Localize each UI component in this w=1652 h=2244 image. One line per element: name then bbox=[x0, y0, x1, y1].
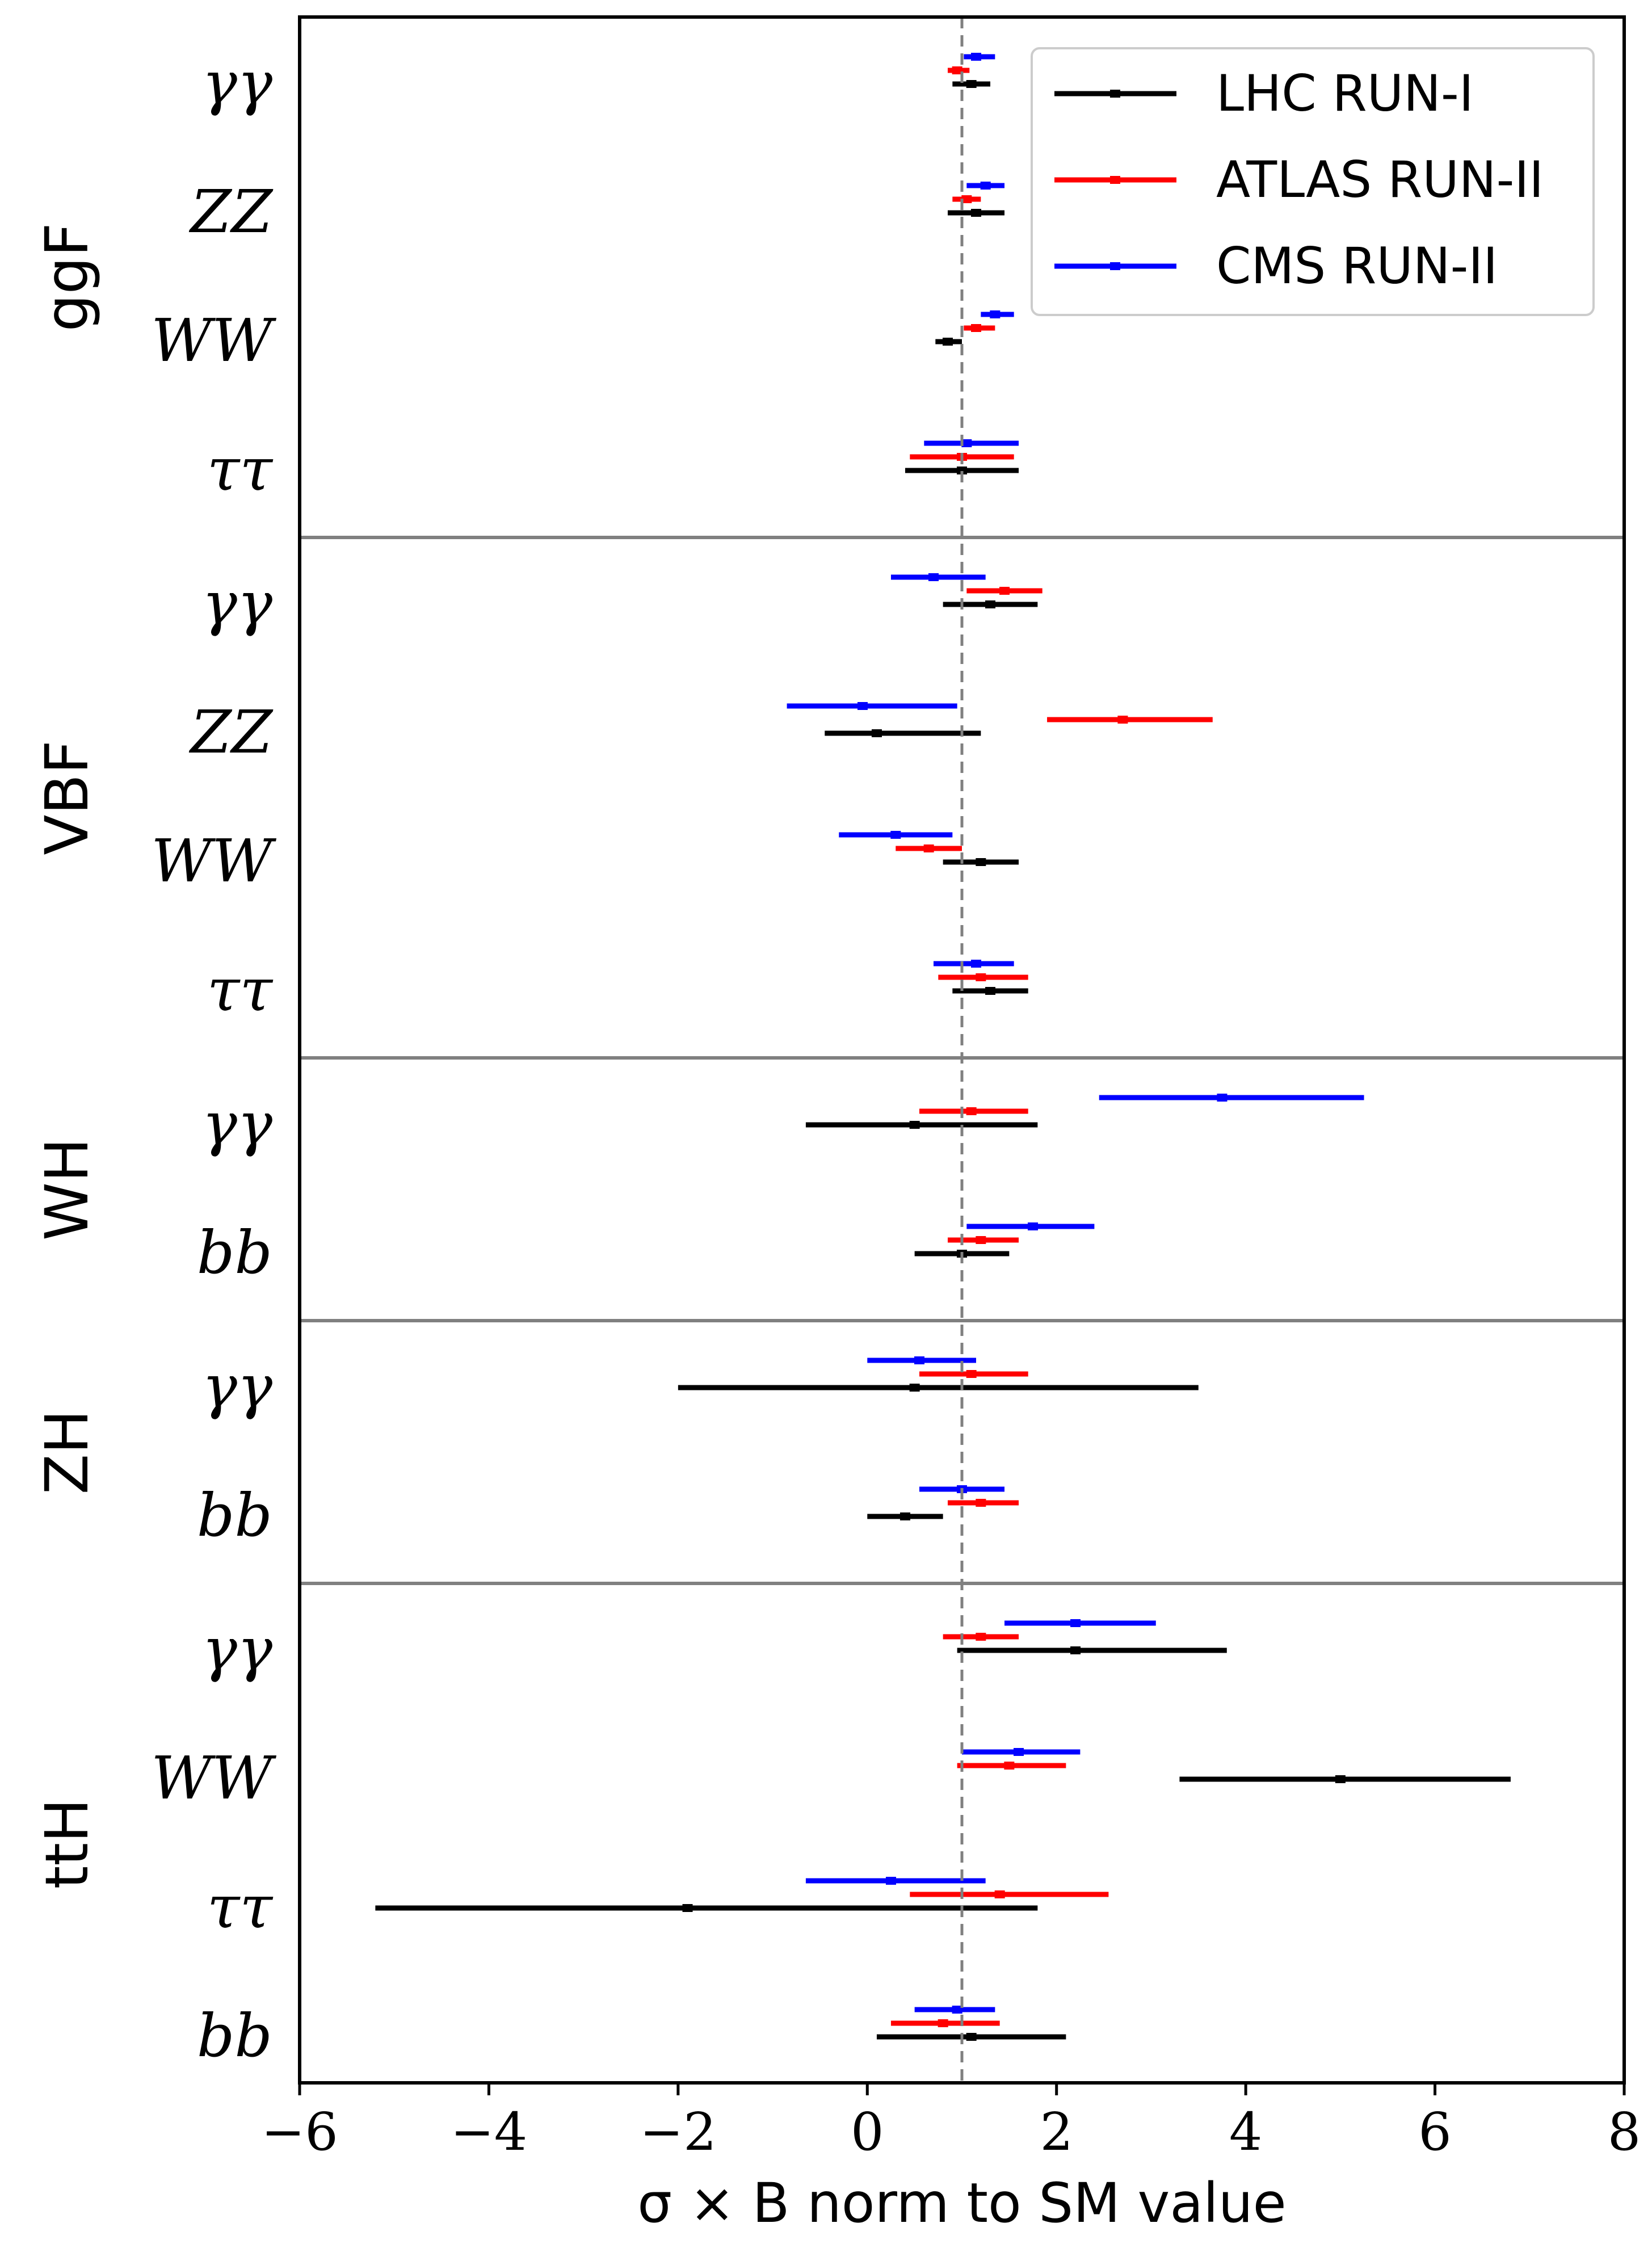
center-marker-tth-0-atlas-run-ii bbox=[976, 1633, 986, 1641]
center-marker-vbf-2-atlas-run-ii bbox=[923, 844, 934, 852]
channel-label-wh-0: γγ bbox=[202, 1089, 273, 1158]
channel-label-ggf-3: ττ bbox=[207, 435, 274, 504]
center-marker-ggf-0-atlas-run-ii bbox=[952, 66, 962, 74]
legend-label-lhc-run-i: LHC RUN-I bbox=[1216, 64, 1474, 123]
legend-marker-cms-run-ii bbox=[1110, 262, 1120, 270]
group-label-vbf: VBF bbox=[32, 740, 102, 855]
center-marker-tth-2-cms-run-ii bbox=[885, 1877, 896, 1885]
legend-marker-atlas-run-ii bbox=[1110, 176, 1120, 184]
center-marker-vbf-3-atlas-run-ii bbox=[976, 973, 986, 981]
channel-label-vbf-2: WW bbox=[151, 826, 276, 896]
channel-label-ggf-1: ZZ bbox=[188, 177, 273, 246]
center-marker-tth-3-cms-run-ii bbox=[952, 2006, 962, 2014]
center-marker-tth-3-lhc-run-i bbox=[966, 2033, 977, 2041]
legend-marker-lhc-run-i bbox=[1110, 90, 1120, 98]
center-marker-tth-2-lhc-run-i bbox=[682, 1904, 693, 1912]
legend-box bbox=[1031, 47, 1595, 316]
channel-label-tth-0: γγ bbox=[202, 1615, 273, 1684]
center-marker-vbf-2-cms-run-ii bbox=[890, 831, 901, 839]
center-marker-tth-0-lhc-run-i bbox=[1070, 1646, 1081, 1654]
group-label-ggf: ggF bbox=[32, 223, 102, 332]
center-marker-vbf-3-lhc-run-i bbox=[985, 987, 996, 995]
channel-label-tth-3: bb bbox=[197, 2001, 272, 2070]
center-marker-wh-0-lhc-run-i bbox=[909, 1121, 920, 1129]
center-marker-ggf-1-cms-run-ii bbox=[980, 182, 991, 190]
x-axis-label: σ × B norm to SM value bbox=[637, 2171, 1286, 2235]
center-marker-zh-1-atlas-run-ii bbox=[976, 1499, 986, 1507]
legend-label-cms-run-ii: CMS RUN-II bbox=[1216, 237, 1498, 295]
center-marker-tth-0-cms-run-ii bbox=[1070, 1619, 1081, 1627]
center-marker-ggf-0-cms-run-ii bbox=[971, 53, 982, 61]
center-marker-ggf-3-lhc-run-i bbox=[957, 467, 967, 474]
group-label-tth: ttH bbox=[32, 1798, 102, 1889]
center-marker-tth-1-lhc-run-i bbox=[1335, 1775, 1346, 1783]
center-marker-vbf-1-cms-run-ii bbox=[857, 702, 868, 710]
channel-label-tth-2: ττ bbox=[207, 1872, 274, 1942]
center-marker-vbf-0-atlas-run-ii bbox=[999, 587, 1010, 595]
center-marker-ggf-2-lhc-run-i bbox=[942, 338, 953, 346]
legend: LHC RUN-I ATLAS RUN-II CMS RUN-II bbox=[1031, 47, 1595, 316]
center-marker-vbf-0-cms-run-ii bbox=[928, 573, 939, 581]
channel-label-ggf-0: γγ bbox=[202, 48, 273, 117]
x-tick-label-0: −6 bbox=[261, 2102, 338, 2162]
x-tick-label-7: 8 bbox=[1608, 2102, 1641, 2162]
x-tick-label-1: −4 bbox=[451, 2102, 528, 2162]
channel-label-vbf-1: ZZ bbox=[188, 697, 273, 767]
center-marker-zh-0-cms-run-ii bbox=[914, 1356, 924, 1364]
center-marker-ggf-0-lhc-run-i bbox=[966, 80, 977, 88]
y-channel-labels: γγ ZZ WW ττ γγ ZZ WW ττ γγ bb γγ bb γγ WW ττ bb bbox=[151, 48, 276, 2070]
center-marker-wh-1-atlas-run-ii bbox=[976, 1236, 986, 1244]
center-marker-zh-1-lhc-run-i bbox=[899, 1512, 910, 1520]
center-marker-ggf-2-cms-run-ii bbox=[990, 310, 1001, 318]
center-marker-vbf-0-lhc-run-i bbox=[985, 600, 996, 608]
center-marker-vbf-3-cms-run-ii bbox=[971, 960, 982, 968]
channel-label-zh-0: γγ bbox=[202, 1352, 273, 1421]
channel-label-ggf-2: WW bbox=[151, 306, 276, 375]
errorbar-layer bbox=[375, 53, 1511, 2041]
center-marker-tth-2-atlas-run-ii bbox=[994, 1890, 1005, 1898]
center-marker-ggf-2-atlas-run-ii bbox=[971, 324, 982, 332]
plot-frame bbox=[298, 15, 1626, 2085]
production-group-labels: ggF VBF WH ZH ttH bbox=[32, 223, 102, 1889]
center-marker-tth-1-atlas-run-ii bbox=[1004, 1762, 1015, 1770]
channel-label-zh-1: bb bbox=[197, 1481, 272, 1550]
channel-label-wh-1: bb bbox=[197, 1218, 272, 1287]
channel-label-vbf-3: ττ bbox=[207, 955, 274, 1024]
center-marker-vbf-2-lhc-run-i bbox=[976, 858, 986, 866]
x-tick-label-5: 4 bbox=[1229, 2102, 1263, 2162]
center-marker-zh-0-lhc-run-i bbox=[909, 1384, 920, 1392]
group-label-wh: WH bbox=[32, 1138, 102, 1241]
center-marker-tth-1-cms-run-ii bbox=[1014, 1748, 1024, 1756]
center-marker-wh-0-cms-run-ii bbox=[1217, 1094, 1228, 1102]
center-marker-zh-0-atlas-run-ii bbox=[966, 1370, 977, 1378]
legend-label-atlas-run-ii: ATLAS RUN-II bbox=[1216, 150, 1544, 209]
channel-label-tth-1: WW bbox=[151, 1743, 276, 1813]
x-tick-label-4: 2 bbox=[1040, 2102, 1073, 2162]
channel-label-vbf-0: γγ bbox=[202, 569, 273, 638]
x-axis: −6 −4 −2 0 2 4 6 8 bbox=[261, 2083, 1641, 2162]
x-tick-label-6: 6 bbox=[1418, 2102, 1452, 2162]
center-marker-ggf-3-cms-run-ii bbox=[961, 439, 972, 447]
x-tick-label-3: 0 bbox=[851, 2102, 884, 2162]
center-marker-wh-1-cms-run-ii bbox=[1028, 1222, 1039, 1230]
center-marker-vbf-1-atlas-run-ii bbox=[1117, 716, 1128, 724]
center-marker-tth-3-atlas-run-ii bbox=[938, 2019, 948, 2027]
x-tick-label-2: −2 bbox=[640, 2102, 717, 2162]
center-marker-ggf-1-lhc-run-i bbox=[971, 209, 982, 217]
center-marker-wh-0-atlas-run-ii bbox=[966, 1107, 977, 1115]
group-label-zh: ZH bbox=[32, 1410, 102, 1494]
center-marker-ggf-1-atlas-run-ii bbox=[961, 195, 972, 203]
center-marker-vbf-1-lhc-run-i bbox=[871, 729, 882, 737]
